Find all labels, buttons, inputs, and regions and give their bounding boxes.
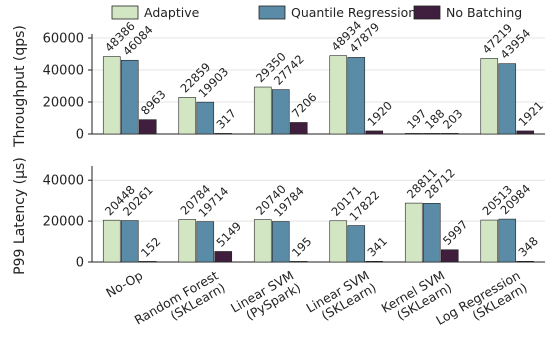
bar-p1-s1-c5 (498, 218, 517, 263)
ytick-label-p0-1: 20000 (43, 96, 84, 111)
ytick-label-p1-0: 0 (76, 256, 84, 271)
category-label-5: Log Regression(SKLearn) (433, 268, 529, 340)
bar-p0-s2-c4 (440, 133, 459, 135)
bar-p0-s1-c2 (271, 89, 290, 135)
data-label-p0-s2-c4: 203 (440, 106, 465, 131)
bar-p0-s0-c0 (102, 56, 121, 135)
bar-p1-s1-c0 (120, 220, 139, 263)
ytick-label-p0-3: 60000 (43, 32, 84, 47)
bar-p1-s0-c2 (253, 219, 272, 263)
bar-p1-s0-c5 (480, 219, 499, 263)
bar-p1-s0-c1 (178, 219, 197, 263)
ytick-label-p0-2: 40000 (43, 64, 84, 79)
bar-p1-s1-c3 (347, 225, 366, 263)
bar-p0-s0-c2 (253, 86, 272, 135)
bar-p0-s2-c5 (516, 130, 535, 135)
bar-p1-s2-c2 (289, 261, 308, 263)
ylabel-p0: Throughput (qps) (12, 25, 28, 148)
bar-p0-s1-c0 (120, 59, 139, 135)
data-label-p1-s2-c3: 341 (364, 234, 389, 259)
bar-p0-s0-c3 (329, 55, 348, 135)
data-label-p1-s2-c5: 348 (515, 234, 540, 259)
bar-p0-s1-c3 (347, 57, 366, 135)
data-label-p1-s2-c2: 195 (289, 234, 314, 259)
bar-p0-s0-c5 (480, 58, 499, 135)
bar-p1-s2-c3 (365, 261, 384, 263)
category-label-3: Linear SVM(SKLearn) (304, 268, 379, 328)
bar-p1-s1-c4 (422, 202, 441, 263)
bar-p1-s2-c5 (516, 260, 535, 263)
legend-swatch-1 (258, 5, 286, 20)
bar-p0-s2-c2 (289, 122, 308, 135)
category-label-1: Random Forest(SKLearn) (132, 268, 228, 340)
ytick-label-p1-1: 20000 (43, 215, 84, 230)
legend-label-0: Adaptive (144, 5, 200, 20)
legend-label-1: Quantile Regression (291, 5, 416, 20)
bar-p0-s0-c1 (178, 97, 197, 135)
data-label-p1-s2-c0: 152 (138, 234, 163, 259)
bar-p0-s1-c5 (498, 63, 517, 135)
bar-p1-s1-c2 (271, 221, 290, 263)
category-label-line-0-0: No-Op (103, 268, 145, 301)
legend-label-2: No Batching (446, 5, 522, 20)
bar-p1-s2-c0 (138, 261, 157, 263)
bar-p0-s1-c4 (422, 133, 441, 135)
data-label-p1-s2-c1: 5149 (213, 219, 244, 250)
data-label-p0-s2-c3: 1920 (364, 98, 395, 129)
ylabel-p1: P99 Latency (μs) (12, 157, 28, 275)
ytick-label-p0-0: 0 (76, 128, 84, 143)
bar-p0-s0-c4 (404, 133, 423, 135)
bar-p0-s1-c1 (196, 101, 215, 135)
data-label-p0-s2-c5: 1921 (515, 98, 546, 129)
category-label-0: No-Op (103, 268, 145, 301)
ytick-label-p1-2: 40000 (43, 174, 84, 189)
legend-swatch-2 (413, 5, 441, 20)
bar-p1-s0-c3 (329, 220, 348, 263)
bar-p0-s2-c0 (138, 119, 157, 135)
bar-p1-s0-c4 (404, 202, 423, 263)
legend-swatch-0 (111, 5, 139, 20)
bar-p1-s2-c1 (214, 251, 233, 263)
bar-p1-s1-c1 (196, 221, 215, 263)
bar-p1-s0-c0 (102, 219, 121, 263)
data-label-p0-s2-c1: 317 (213, 106, 238, 131)
bar-p1-s2-c4 (440, 249, 459, 263)
category-label-2: Linear SVM(PySpark) (228, 268, 303, 328)
bar-p0-s2-c1 (214, 133, 233, 135)
data-label-p0-s2-c2: 7206 (289, 90, 320, 121)
data-label-p1-s2-c4: 5997 (440, 217, 471, 248)
bar-p0-s2-c3 (365, 130, 384, 135)
